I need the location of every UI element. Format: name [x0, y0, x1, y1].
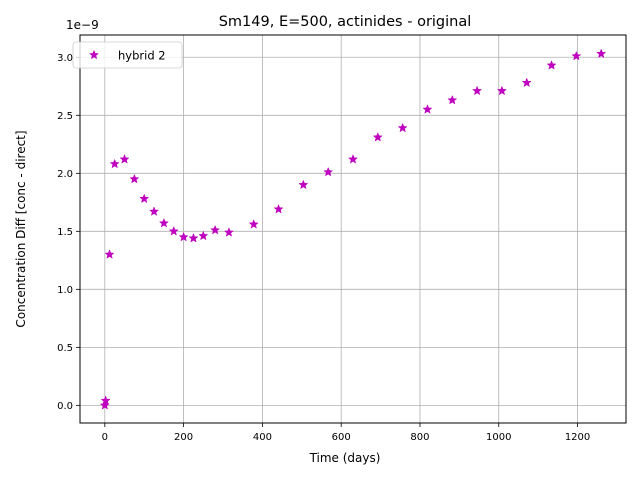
data-point: [521, 77, 532, 88]
x-tick-label: 800: [410, 432, 429, 443]
axis-ticks: 0 200 400 600 800 1000 1200 0.0 0.5 1.0 1.5 2.0 2.5 3…: [57, 53, 590, 443]
y-tick-label: 2.5: [57, 111, 73, 122]
data-point: [109, 158, 120, 169]
data-point: [596, 48, 607, 59]
data-point: [298, 179, 309, 190]
x-tick-label: 400: [253, 432, 272, 443]
data-point: [397, 122, 408, 133]
y-tick-label: 2.0: [57, 169, 73, 180]
y-tick-label: 0.5: [57, 343, 73, 354]
data-point: [223, 227, 234, 237]
data-point: [347, 154, 359, 164]
legend-box: [72, 41, 183, 69]
x-tick-label: 200: [174, 432, 193, 443]
y-tick-label: 1.0: [57, 285, 73, 296]
data-point: [139, 193, 150, 204]
data-point: [104, 249, 115, 259]
data-point: [372, 132, 383, 142]
x-axis-label: Time (days): [309, 451, 381, 465]
data-point: [168, 226, 179, 236]
data-point: [571, 50, 582, 61]
data-point: [119, 154, 130, 164]
data-points: [99, 48, 607, 410]
y-tick-label: 1.5: [57, 227, 73, 238]
x-tick-label: 1000: [486, 432, 511, 443]
data-point: [273, 203, 284, 214]
x-tick-label: 0: [102, 432, 108, 443]
y-axis-offset-label: 1e−9: [66, 18, 99, 32]
plot-frame: [79, 34, 627, 424]
data-point: [496, 85, 507, 96]
grid: [80, 35, 626, 423]
data-point: [178, 231, 189, 242]
data-point: [149, 206, 160, 216]
x-tick-label: 1200: [565, 432, 590, 443]
data-point: [323, 166, 334, 177]
x-tick-label: 600: [332, 432, 351, 443]
legend-star-icon: [88, 49, 100, 60]
data-point: [129, 173, 140, 184]
chart-title: Sm149, E=500, actinides - original: [219, 14, 472, 30]
legend-label: hybrid 2: [118, 49, 166, 63]
data-point: [422, 104, 433, 114]
y-axis-label: Concentration Diff [conc - direct]: [14, 130, 28, 327]
y-tick-label: 3.0: [57, 53, 73, 64]
data-point: [447, 94, 458, 105]
data-point: [188, 232, 199, 243]
data-point: [546, 60, 557, 70]
data-point: [100, 395, 111, 405]
data-point: [158, 217, 169, 228]
data-point: [248, 219, 259, 229]
data-point: [198, 230, 209, 241]
data-point: [472, 85, 483, 96]
data-point: [210, 224, 221, 235]
y-tick-label: 0.0: [57, 401, 73, 412]
legend: hybrid 2: [72, 41, 183, 69]
